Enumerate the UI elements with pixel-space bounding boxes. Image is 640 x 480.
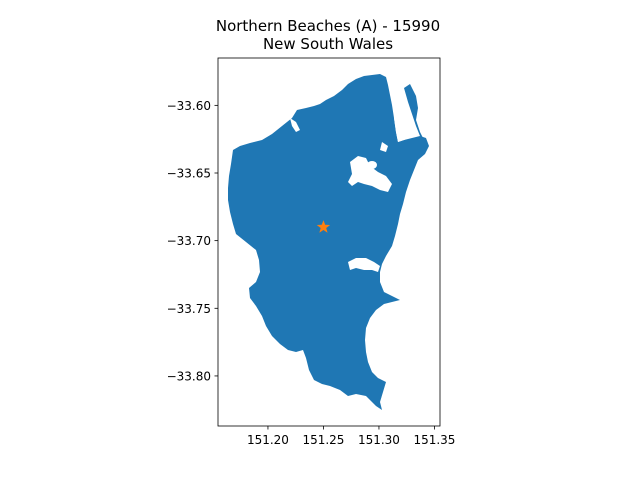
peninsula-land (404, 84, 424, 140)
region-polygon (228, 74, 429, 410)
y-tick-label: −33.70 (167, 234, 211, 248)
y-tick-label: −33.60 (167, 99, 211, 113)
lake-island (367, 161, 377, 169)
lake-water (348, 156, 392, 192)
inlet-water (394, 86, 420, 142)
y-tick-label: −33.80 (167, 369, 211, 383)
x-tick-label: 151.30 (358, 433, 400, 447)
plot-area (228, 74, 429, 410)
map-title-line2: New South Wales (263, 35, 393, 53)
x-axis: 151.20 151.25 151.30 151.35 (247, 426, 455, 447)
y-axis: −33.60 −33.65 −33.70 −33.75 −33.80 (167, 99, 218, 383)
bay-notch-east (380, 142, 388, 152)
bay-notch-north (290, 118, 300, 132)
y-tick-label: −33.65 (167, 167, 211, 181)
y-tick-label: −33.75 (167, 302, 211, 316)
lagoon-water (348, 258, 380, 272)
map-title-line1: Northern Beaches (A) - 15990 (216, 17, 440, 35)
star-icon (316, 220, 331, 233)
x-tick-label: 151.20 (247, 433, 289, 447)
x-tick-label: 151.25 (302, 433, 344, 447)
axes-frame (217, 57, 441, 427)
x-tick-label: 151.35 (413, 433, 455, 447)
